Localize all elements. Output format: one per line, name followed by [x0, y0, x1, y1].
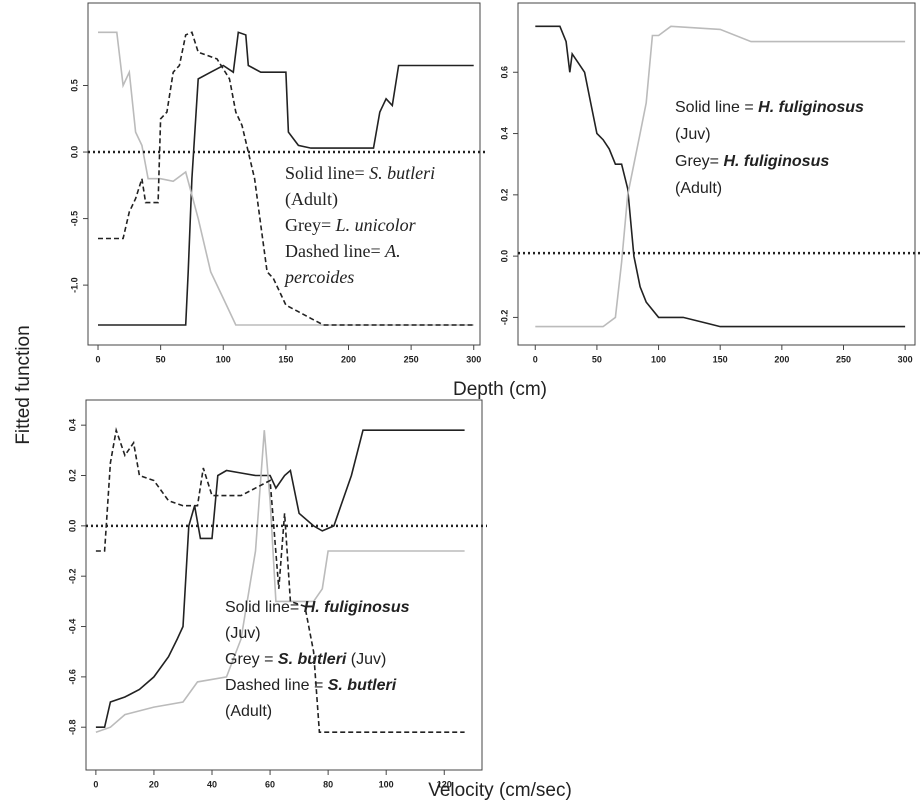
annotation: Solid line= H. fuliginosus	[225, 599, 410, 616]
annotation: Solid line= S. butleri	[285, 163, 435, 183]
x-tick-label: 300	[898, 354, 913, 364]
annotation: (Adult)	[225, 703, 272, 720]
annotation-text: Solid line =	[675, 99, 758, 116]
annotation-text: (Adult)	[225, 703, 272, 720]
series-line	[95, 427, 465, 733]
annotation-text: H. fuliginosus	[758, 99, 864, 116]
x-tick-label: 100	[651, 354, 666, 364]
annotation-text: A.	[384, 241, 401, 261]
x-tick-label: 50	[156, 354, 166, 364]
y-tick-label: -0.8	[67, 719, 77, 735]
annotation: (Adult)	[285, 189, 338, 210]
y-tick-label: 0.0	[67, 520, 77, 533]
annotation: Solid line = H. fuliginosus	[675, 99, 864, 116]
plot-frame	[87, 2, 481, 346]
x-tick-label: 80	[323, 779, 333, 789]
annotation-text: Dashed line =	[225, 677, 328, 694]
annotation-text: (Juv)	[346, 651, 386, 668]
x-tick-label: 0	[96, 354, 101, 364]
annotation-text: (Juv)	[225, 625, 261, 642]
annotation-text: (Juv)	[675, 126, 711, 143]
y-tick-label: 0.2	[499, 189, 509, 202]
series-line	[98, 31, 474, 326]
annotation-text: (Adult)	[675, 180, 722, 197]
annotation: percoides	[283, 267, 354, 287]
y-tick-label: 0.6	[499, 66, 509, 79]
y-tick-label: -1.0	[69, 277, 79, 293]
y-tick-label: 0.4	[67, 419, 77, 432]
annotation-text: H. fuliginosus	[723, 153, 829, 170]
x-tick-label: 150	[278, 354, 293, 364]
x-tick-label: 150	[713, 354, 728, 364]
x-tick-label: 0	[93, 779, 98, 789]
y-tick-label: 0.5	[69, 79, 79, 92]
annotation-text: L. unicolor	[335, 215, 417, 235]
annotation: Dashed line= A.	[285, 241, 401, 261]
plot-frame	[517, 2, 916, 346]
y-tick-label: 0.0	[499, 250, 509, 263]
annotation: Grey = S. butleri (Juv)	[225, 651, 386, 668]
annotation-text: S. butleri	[369, 163, 435, 183]
plot-frame	[85, 399, 483, 771]
x-axis-label: Velocity (cm/sec)	[428, 780, 572, 801]
annotation: (Juv)	[225, 625, 261, 642]
y-tick-label: -0.2	[499, 310, 509, 326]
x-tick-label: 20	[149, 779, 159, 789]
series-line	[535, 25, 906, 328]
annotation-text: Grey=	[675, 153, 723, 170]
annotation: (Adult)	[675, 180, 722, 197]
x-tick-label: 200	[774, 354, 789, 364]
annotation: (Juv)	[675, 126, 711, 143]
x-tick-label: 40	[207, 779, 217, 789]
x-tick-label: 250	[404, 354, 419, 364]
y-axis-label: Fitted function	[13, 325, 34, 444]
y-tick-label: 0.4	[499, 127, 509, 140]
x-tick-label: 50	[592, 354, 602, 364]
series-line	[95, 429, 465, 728]
series-line	[98, 31, 474, 326]
y-tick-label: -0.6	[67, 669, 77, 685]
annotation-text: S. butleri	[278, 651, 347, 668]
annotation-text: Solid line=	[225, 599, 304, 616]
annotation-text: Dashed line=	[285, 241, 385, 261]
annotation: Grey= L. unicolor	[285, 215, 417, 235]
y-tick-label: -0.2	[67, 568, 77, 584]
annotation-text: Grey=	[285, 215, 336, 235]
x-tick-label: 60	[265, 779, 275, 789]
series-line	[98, 31, 474, 326]
annotation-text: Grey =	[225, 651, 278, 668]
series-line	[535, 25, 906, 328]
x-tick-label: 120	[437, 779, 452, 789]
x-tick-label: 250	[836, 354, 851, 364]
y-tick-label: -0.5	[69, 211, 79, 227]
y-tick-label: -0.4	[67, 619, 77, 635]
annotation: Dashed line = S. butleri	[225, 677, 397, 694]
annotation-text: H. fuliginosus	[304, 599, 410, 616]
y-tick-label: 0.2	[67, 469, 77, 482]
x-tick-label: 100	[379, 779, 394, 789]
x-tick-label: 300	[466, 354, 481, 364]
annotation-text: S. butleri	[328, 677, 397, 694]
annotation-text: percoides	[283, 267, 354, 287]
annotation-text: (Adult)	[285, 189, 338, 210]
x-axis-label: Depth (cm)	[453, 379, 547, 400]
annotation: Grey= H. fuliginosus	[675, 153, 829, 170]
annotation-text: Solid line=	[285, 163, 369, 183]
x-tick-label: 200	[341, 354, 356, 364]
series-line	[95, 430, 465, 733]
x-tick-label: 100	[216, 354, 231, 364]
x-tick-label: 0	[533, 354, 538, 364]
y-tick-label: 0.0	[69, 146, 79, 159]
